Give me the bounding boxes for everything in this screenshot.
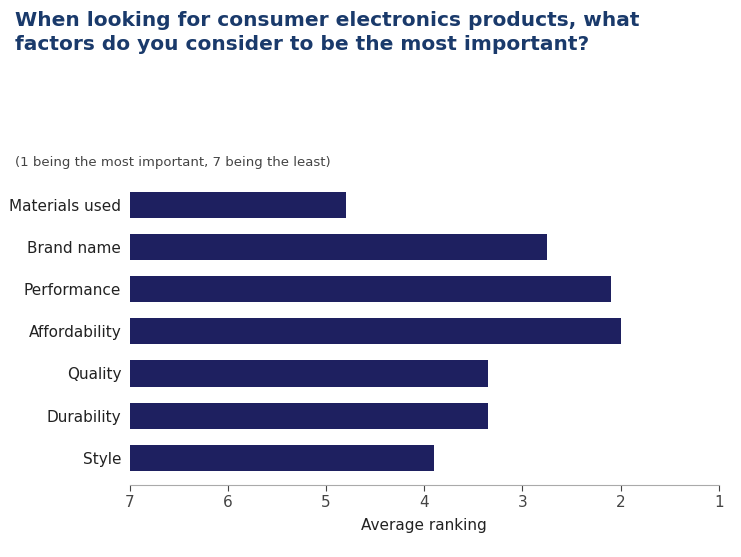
Bar: [130, 360, 488, 387]
Text: When looking for consumer electronics products, what
factors do you consider to : When looking for consumer electronics pr…: [15, 11, 639, 53]
Text: (1 being the most important, 7 being the least): (1 being the most important, 7 being the…: [15, 156, 330, 169]
Bar: [130, 234, 547, 260]
X-axis label: Average ranking: Average ranking: [362, 519, 487, 534]
Bar: [130, 444, 434, 471]
Bar: [130, 276, 611, 302]
Bar: [130, 192, 345, 218]
Bar: [130, 319, 620, 344]
Bar: [130, 403, 488, 428]
